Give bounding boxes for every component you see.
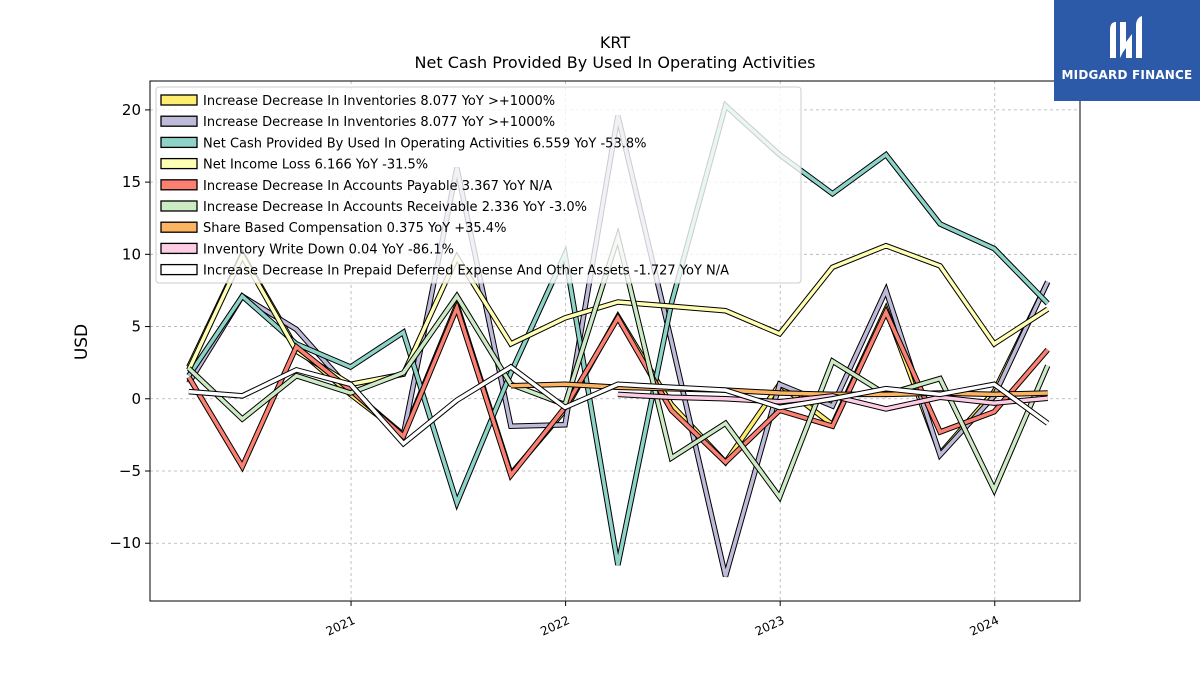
legend-entry: Increase Decrease In Inventories 8.077 Y… (203, 94, 555, 109)
chart-title: KRT (600, 33, 630, 52)
x-tick-label: 2022 (538, 613, 572, 639)
y-tick-label: 5 (131, 318, 141, 336)
legend-entry: Increase Decrease In Inventories 8.077 Y… (203, 115, 555, 130)
legend-entry: Increase Decrease In Accounts Receivable… (203, 200, 587, 215)
legend-entry: Net Income Loss 6.166 YoY -31.5% (203, 158, 428, 173)
chart-subtitle: Net Cash Provided By Used In Operating A… (415, 53, 816, 72)
legend-swatch (160, 221, 198, 233)
legend-swatch (160, 157, 198, 170)
legend-swatch (160, 94, 198, 106)
legend-swatch (160, 179, 198, 191)
legend-entry: Net Cash Provided By Used In Operating A… (203, 136, 646, 151)
series-line (617, 392, 1048, 411)
legend-swatch (160, 136, 198, 149)
legend-swatch (160, 200, 198, 212)
legend-entry: Increase Decrease In Accounts Payable 3.… (203, 179, 552, 194)
legend-swatch (160, 263, 198, 276)
legend: Increase Decrease In Inventories 8.077 Y… (155, 86, 802, 284)
y-axis-label: USD (72, 324, 92, 360)
series-line (187, 302, 1050, 479)
brand-name: MIDGARD FINANCE (1061, 68, 1193, 82)
x-tick-label: 2023 (753, 613, 787, 639)
y-tick-label: 20 (122, 101, 141, 119)
y-tick-label: 10 (122, 245, 141, 263)
x-tick-label: 2024 (967, 613, 1001, 639)
series-line (188, 364, 1049, 447)
midgard-logo-icon (1110, 16, 1142, 58)
legend-swatch (160, 115, 198, 127)
y-tick-label: 15 (122, 173, 141, 191)
y-tick-label: −10 (109, 534, 141, 552)
legend-box (155, 86, 802, 284)
y-tick-label: 0 (131, 390, 141, 408)
y-tick-label: −5 (119, 462, 141, 480)
plot-frame (149, 80, 1081, 602)
legend-entry: Inventory Write Down 0.04 YoY -86.1% (203, 242, 454, 257)
legend-entry: Increase Decrease In Prepaid Deferred Ex… (203, 264, 729, 279)
brand-logo: MIDGARD FINANCE (1054, 0, 1200, 101)
x-tick-label: 2021 (324, 613, 358, 639)
legend-swatch (160, 242, 198, 255)
series-line (187, 102, 1049, 566)
legend-entry: Share Based Compensation 0.375 YoY +35.4… (203, 221, 506, 236)
